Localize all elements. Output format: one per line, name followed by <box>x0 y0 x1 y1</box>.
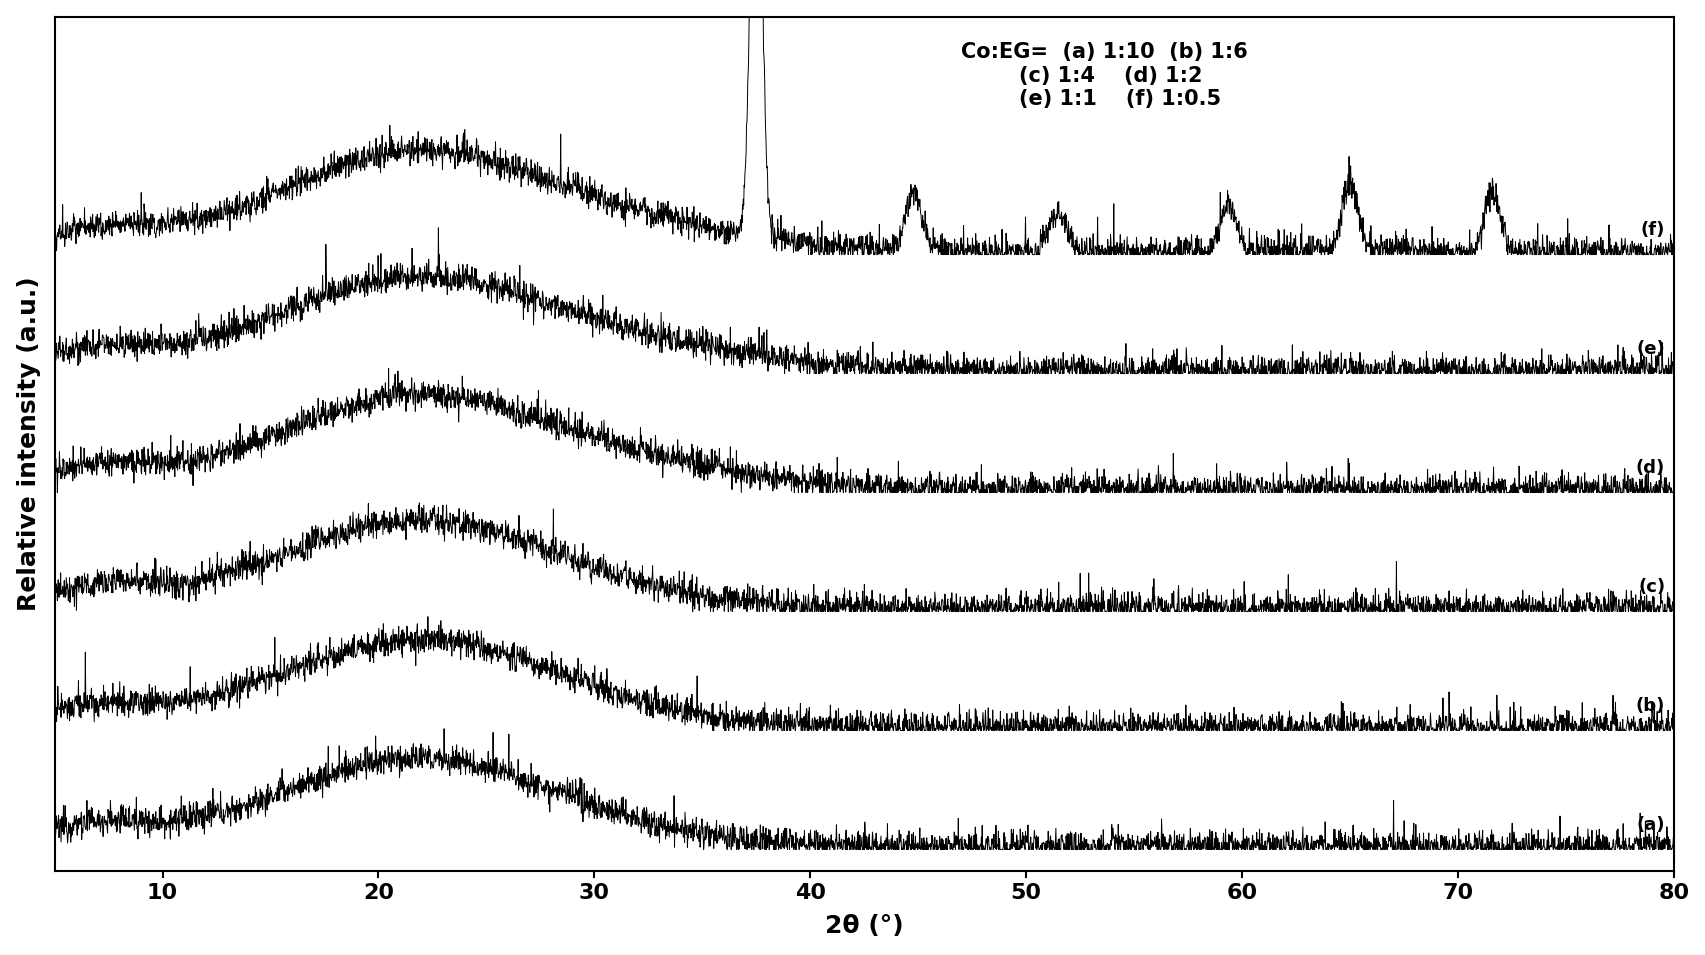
X-axis label: 2θ (°): 2θ (°) <box>824 914 904 939</box>
Text: (c): (c) <box>1637 578 1664 596</box>
Text: (f): (f) <box>1640 221 1664 239</box>
Text: (e): (e) <box>1635 340 1664 358</box>
Text: (b): (b) <box>1635 697 1664 715</box>
Text: (a): (a) <box>1635 816 1664 834</box>
Y-axis label: Relative intensity (a.u.): Relative intensity (a.u.) <box>17 277 41 611</box>
Text: (d): (d) <box>1635 459 1664 477</box>
Text: Co:EG=  (a) 1:10  (b) 1:6
        (c) 1:4    (d) 1:2
        (e) 1:1    (f) 1:0.: Co:EG= (a) 1:10 (b) 1:6 (c) 1:4 (d) 1:2 … <box>960 42 1248 109</box>
